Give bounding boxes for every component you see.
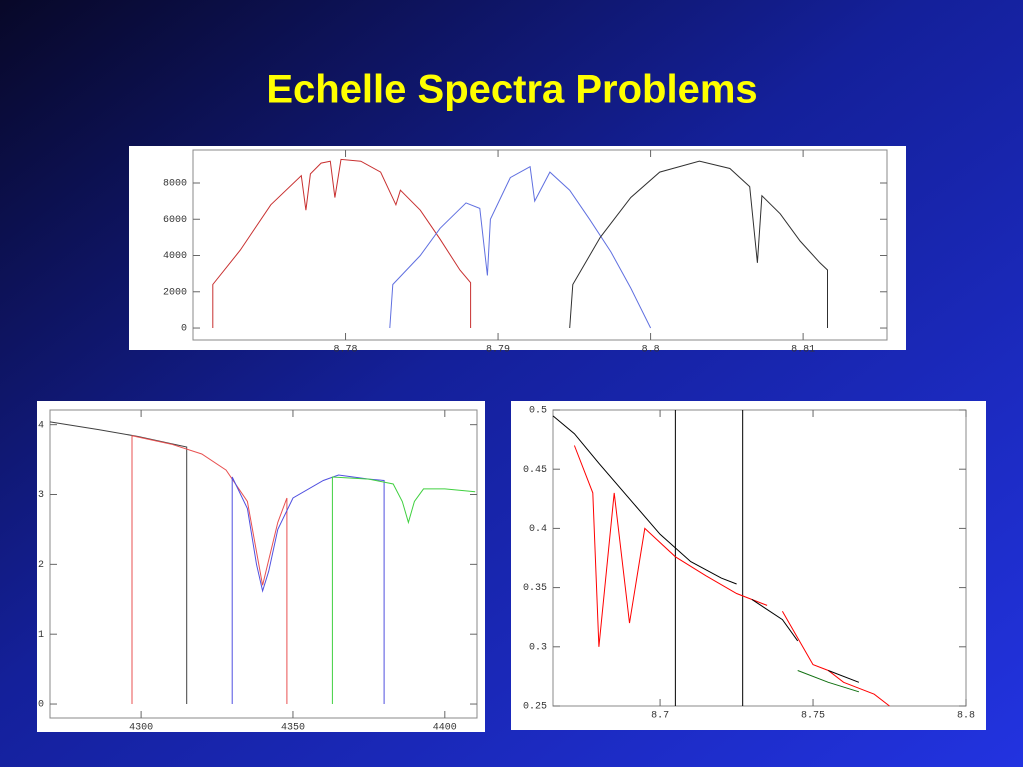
plot-frame [552,409,967,707]
spectrum-line [212,158,472,328]
x-tick-label: 4400 [433,723,457,734]
chart-panel [129,146,906,350]
y-tick-label: 0.5 [529,406,547,417]
x-tick-label: 4300 [129,723,153,734]
spectrum-line [797,670,860,693]
x-tick-label: 8.81 [791,345,815,356]
x-tick-label: 8.8 [957,711,975,722]
y-tick-label: 3 [38,490,44,501]
x-tick-label: 8.8 [642,345,660,356]
y-tick-label: 2000 [163,287,187,298]
y-tick-label: 1 [38,630,44,641]
y-tick-label: 0 [38,700,44,711]
spectrum-line [573,445,890,707]
y-tick-label: 2 [38,560,44,571]
chart-panel [511,401,986,730]
y-tick-label: 0.35 [523,583,547,594]
y-tick-label: 0.4 [529,524,547,535]
chart-panel [37,401,485,732]
spectrum-line [331,476,476,704]
x-tick-label: 8.7 [651,711,669,722]
y-tick-label: 0.25 [523,702,547,713]
y-tick-label: 0.3 [529,642,547,653]
spectrum-line [569,160,828,329]
spectrum-line [552,415,860,683]
y-tick-label: 0.45 [523,465,547,476]
spectrum-line [49,421,188,704]
y-tick-label: 6000 [163,215,187,226]
y-tick-label: 4000 [163,251,187,262]
plot-frame [192,149,888,341]
y-tick-label: 4 [38,420,44,431]
x-tick-label: 8.78 [334,345,358,356]
y-tick-label: 8000 [163,179,187,190]
x-tick-label: 8.75 [801,711,825,722]
y-tick-label: 0 [181,324,187,335]
x-tick-label: 8.79 [486,345,510,356]
slide-title: Echelle Spectra Problems [266,68,757,112]
x-tick-label: 4350 [281,723,305,734]
spectrum-line [389,165,652,329]
